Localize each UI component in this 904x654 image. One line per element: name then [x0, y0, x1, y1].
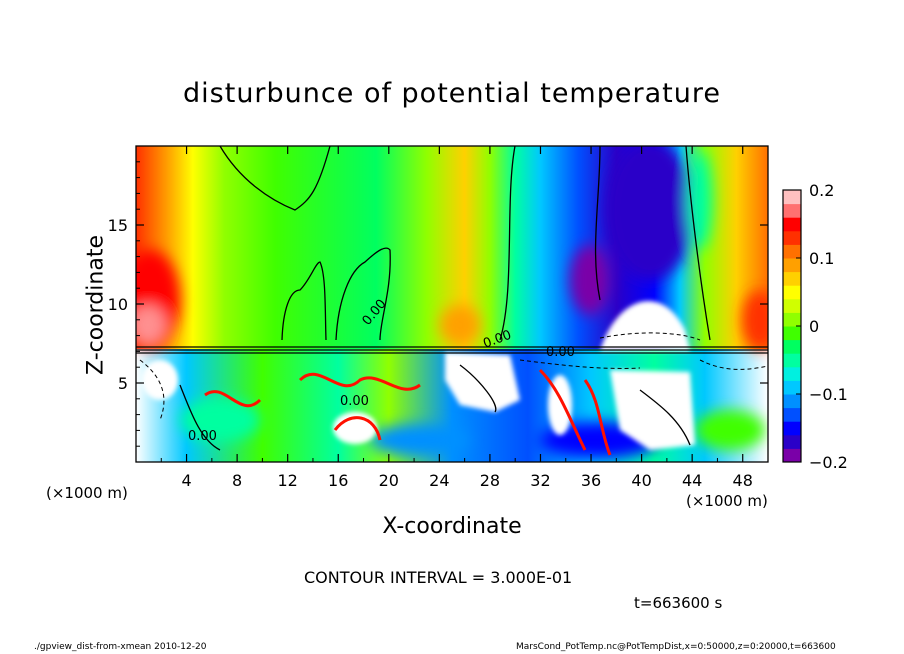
colorbar-cell [783, 353, 801, 368]
colorbar-cell [783, 380, 801, 395]
x-tick-label: 20 [379, 471, 399, 490]
colorbar-cell [783, 203, 801, 218]
chart-title: disturbunce of potential temperature [183, 78, 721, 109]
x-tick-label: 24 [429, 471, 449, 490]
contour-lines [179, 146, 711, 451]
svg-text:0.00: 0.00 [340, 394, 369, 409]
svg-text:0.00: 0.00 [546, 345, 575, 360]
x-tick-label: 48 [733, 471, 753, 490]
heatmap-field: 0.00 0.00 0.00 0.00 0.00 [136, 146, 768, 462]
x-axis-ticks: 4 8 12 16 20 24 28 32 36 40 44 48 [135, 146, 769, 490]
colorbar-cell [783, 190, 801, 205]
dashed-contours [139, 332, 768, 421]
x-unit-label-right: (×1000 m) [686, 492, 768, 510]
colorbar-cells [783, 190, 801, 463]
interface-layer [136, 346, 768, 354]
svg-text:0.00: 0.00 [188, 429, 217, 444]
colorbar-cell [783, 394, 801, 409]
colorbar-tick-label: −0.1 [809, 385, 848, 404]
colorbar: 0.2 0.1 0 −0.1 −0.2 [782, 181, 848, 472]
x-tick-label: 12 [278, 471, 298, 490]
x-tick-label: 32 [530, 471, 550, 490]
colorbar-cell [783, 421, 801, 436]
x-axis-label: X-coordinate [382, 514, 522, 539]
colorbar-cell [783, 244, 801, 259]
x-unit-label-left: (×1000 m) [46, 484, 128, 502]
x-tick-label: 36 [581, 471, 601, 490]
x-tick-label: 40 [631, 471, 651, 490]
x-tick-label: 4 [181, 471, 191, 490]
colorbar-cell [783, 366, 801, 381]
colorbar-tick-label: −0.2 [809, 453, 848, 472]
colorbar-cell [783, 312, 801, 327]
x-tick-label: 8 [232, 471, 242, 490]
x-tick-label: 44 [682, 471, 702, 490]
x-tick-label: 28 [480, 471, 500, 490]
y-tick-label: 15 [108, 216, 128, 235]
colorbar-cell [783, 271, 801, 286]
footer-right: MarsCond_PotTemp.nc@PotTempDist,x=0:5000… [516, 642, 836, 652]
x-tick-label: 16 [328, 471, 348, 490]
y-tick-label: 5 [118, 374, 128, 393]
colorbar-cell [783, 407, 801, 422]
colorbar-cell [783, 217, 801, 232]
colorbar-tick-label: 0.2 [809, 181, 834, 200]
footer-left: ./gpview_dist-from-xmean 2010-12-20 [34, 642, 207, 652]
colorbar-cell [783, 326, 801, 341]
time-label: t=663600 s [634, 594, 723, 612]
colorbar-tick-label: 0 [809, 317, 819, 336]
y-tick-label: 10 [108, 295, 128, 314]
colorbar-cell [783, 258, 801, 273]
colorbar-cell [783, 230, 801, 245]
red-turbulent-bands [204, 368, 612, 456]
colorbar-tick-label: 0.1 [809, 249, 834, 268]
y-axis-ticks: 5 10 15 [108, 161, 768, 447]
colorbar-cell [783, 339, 801, 354]
colorbar-ticks: 0.2 0.1 0 −0.1 −0.2 [796, 181, 848, 472]
contour-interval-note: CONTOUR INTERVAL = 3.000E-01 [304, 568, 573, 587]
colorbar-cell [783, 448, 801, 463]
colorbar-cell [783, 434, 801, 449]
colorbar-cell [783, 285, 801, 300]
field-anomalies [136, 146, 768, 458]
colorbar-cell [783, 298, 801, 313]
